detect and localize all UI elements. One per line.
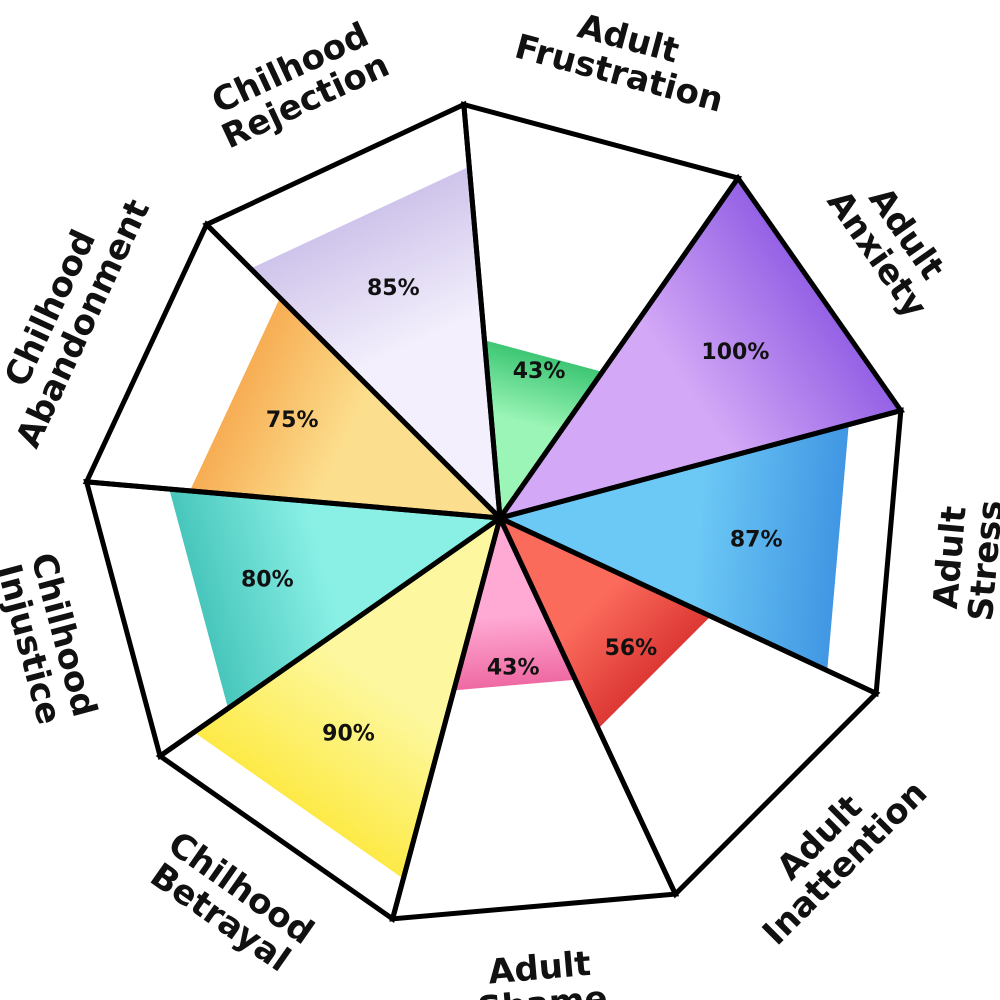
category-label-line: Adult bbox=[926, 505, 975, 611]
value-label-chilhood-rejection: 85% bbox=[367, 276, 420, 301]
segment-outlines bbox=[82, 100, 905, 923]
segment-fill-adult-anxiety bbox=[500, 178, 901, 519]
category-label-chilhood-abandonment: ChilhoodAbandonment bbox=[0, 178, 158, 454]
category-label-adult-anxiety: AdultAnxiety bbox=[819, 162, 965, 325]
segment-fill-chilhood-abandonment bbox=[189, 297, 501, 518]
segment-outline-chilhood-injustice bbox=[83, 479, 508, 761]
segment-fill-adult-frustration bbox=[484, 340, 603, 518]
value-label-chilhood-injustice: 80% bbox=[241, 567, 294, 592]
value-label-adult-frustration: 43% bbox=[513, 359, 566, 384]
segment-fill-adult-shame bbox=[453, 518, 576, 691]
segment-fill-chilhood-betrayal bbox=[194, 518, 501, 879]
segment-fill-adult-stress bbox=[500, 424, 849, 671]
value-label-adult-stress: 87% bbox=[730, 527, 783, 552]
segment-fills bbox=[169, 166, 901, 879]
category-label-chilhood-rejection: ChilhoodRejection bbox=[201, 12, 396, 157]
segment-fill-adult-inattention bbox=[500, 518, 711, 729]
segment-fill-chilhood-rejection bbox=[250, 166, 500, 518]
value-labels: 75% 85% 43% 100% 87% 56% 43% 90% 80% bbox=[241, 276, 783, 746]
value-label-adult-anxiety: 100% bbox=[701, 340, 769, 365]
category-label-adult-inattention: AdultInattention bbox=[729, 747, 935, 953]
value-label-chilhood-abandonment: 75% bbox=[266, 408, 319, 433]
category-label-line: Adult bbox=[487, 944, 593, 993]
category-label-adult-stress: AdultStress bbox=[925, 495, 1000, 622]
value-label-adult-shame: 43% bbox=[487, 656, 540, 681]
value-label-chilhood-betrayal: 90% bbox=[322, 721, 375, 746]
category-label-adult-frustration: AdultFrustration bbox=[511, 0, 737, 121]
category-label-adult-shame: AdultShame bbox=[473, 943, 609, 1000]
value-label-adult-inattention: 56% bbox=[605, 636, 658, 661]
category-label-chilhood-injustice: ChilhoodInjustice bbox=[0, 549, 104, 731]
segment-fill-chilhood-injustice bbox=[169, 489, 500, 709]
